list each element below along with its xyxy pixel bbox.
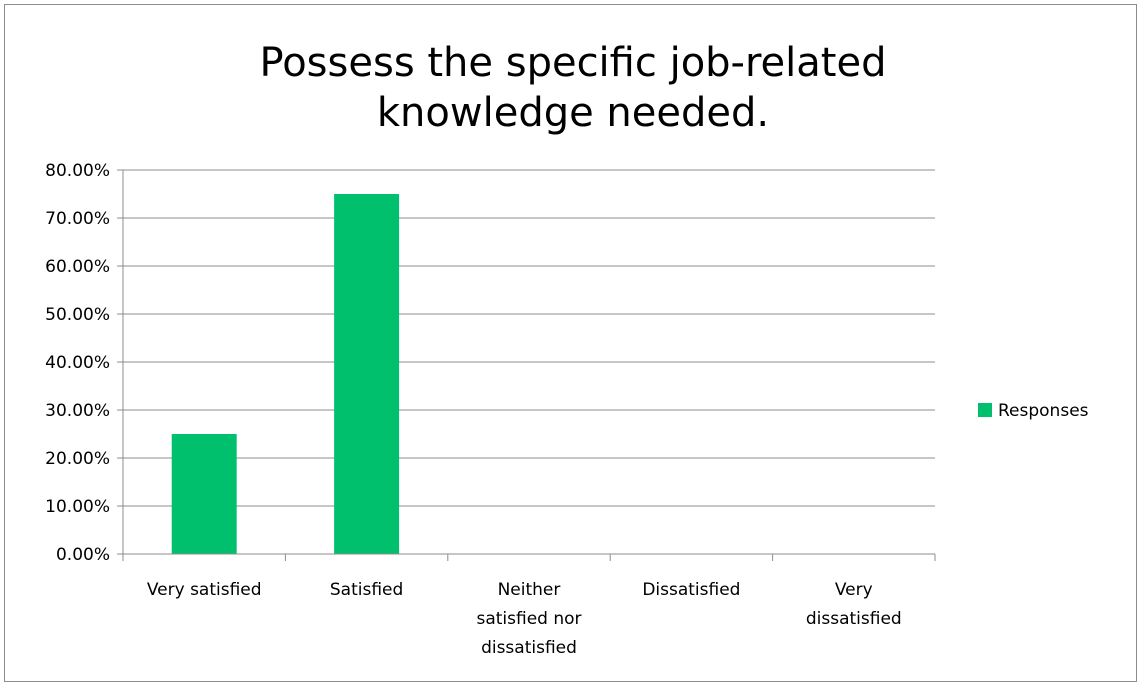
x-category-label: Neither satisfied nor dissatisfied [476, 580, 581, 658]
y-tick-label: 30.00% [45, 401, 110, 421]
y-tick-label: 20.00% [45, 449, 110, 469]
y-tick-label: 10.00% [45, 497, 110, 517]
x-category-label: Very satisfied [147, 580, 262, 600]
x-category-label-line: Neither [498, 580, 561, 600]
chart-title-line-2: knowledge needed. [377, 90, 769, 136]
x-category-label-line: dissatisfied [806, 609, 902, 629]
chart-title-line-1: Possess the specific job-related [260, 40, 887, 86]
legend-swatch [978, 403, 992, 417]
gridlines [123, 169, 935, 507]
y-tick-label: 60.00% [45, 257, 110, 277]
x-category-label-line: satisfied nor [476, 609, 581, 629]
axes [117, 169, 936, 561]
x-category-label: Satisfied [330, 580, 403, 600]
x-category-label-line: Dissatisfied [642, 580, 740, 600]
x-category-label-line: Very [835, 580, 873, 600]
bar-chart: Possess the specific job-related knowled… [45, 40, 1089, 658]
x-category-label-line: dissatisfied [481, 638, 577, 658]
y-axis-tick-labels: 0.00% 10.00% 20.00% 30.00% 40.00% 50.00% 60.00… [45, 161, 110, 565]
legend-label: Responses [998, 401, 1089, 421]
bars [171, 194, 400, 554]
y-tick-label: 70.00% [45, 209, 110, 229]
x-category-label-line: Very satisfied [147, 580, 262, 600]
x-axis-category-labels: Very satisfied Satisfied Neither satisfied … [147, 580, 902, 658]
chart-frame: Possess the specific job-related Possess… [4, 4, 1137, 682]
x-category-label: Dissatisfied [642, 580, 740, 600]
bar [334, 194, 400, 554]
y-tick-label: 0.00% [56, 545, 110, 565]
y-tick-label: 40.00% [45, 353, 110, 373]
x-category-label: Very dissatisfied [806, 580, 902, 629]
x-category-label-line: Satisfied [330, 580, 403, 600]
bar [171, 434, 237, 554]
y-tick-label: 50.00% [45, 305, 110, 325]
legend: Responses [978, 401, 1089, 421]
y-tick-label: 80.00% [45, 161, 110, 181]
